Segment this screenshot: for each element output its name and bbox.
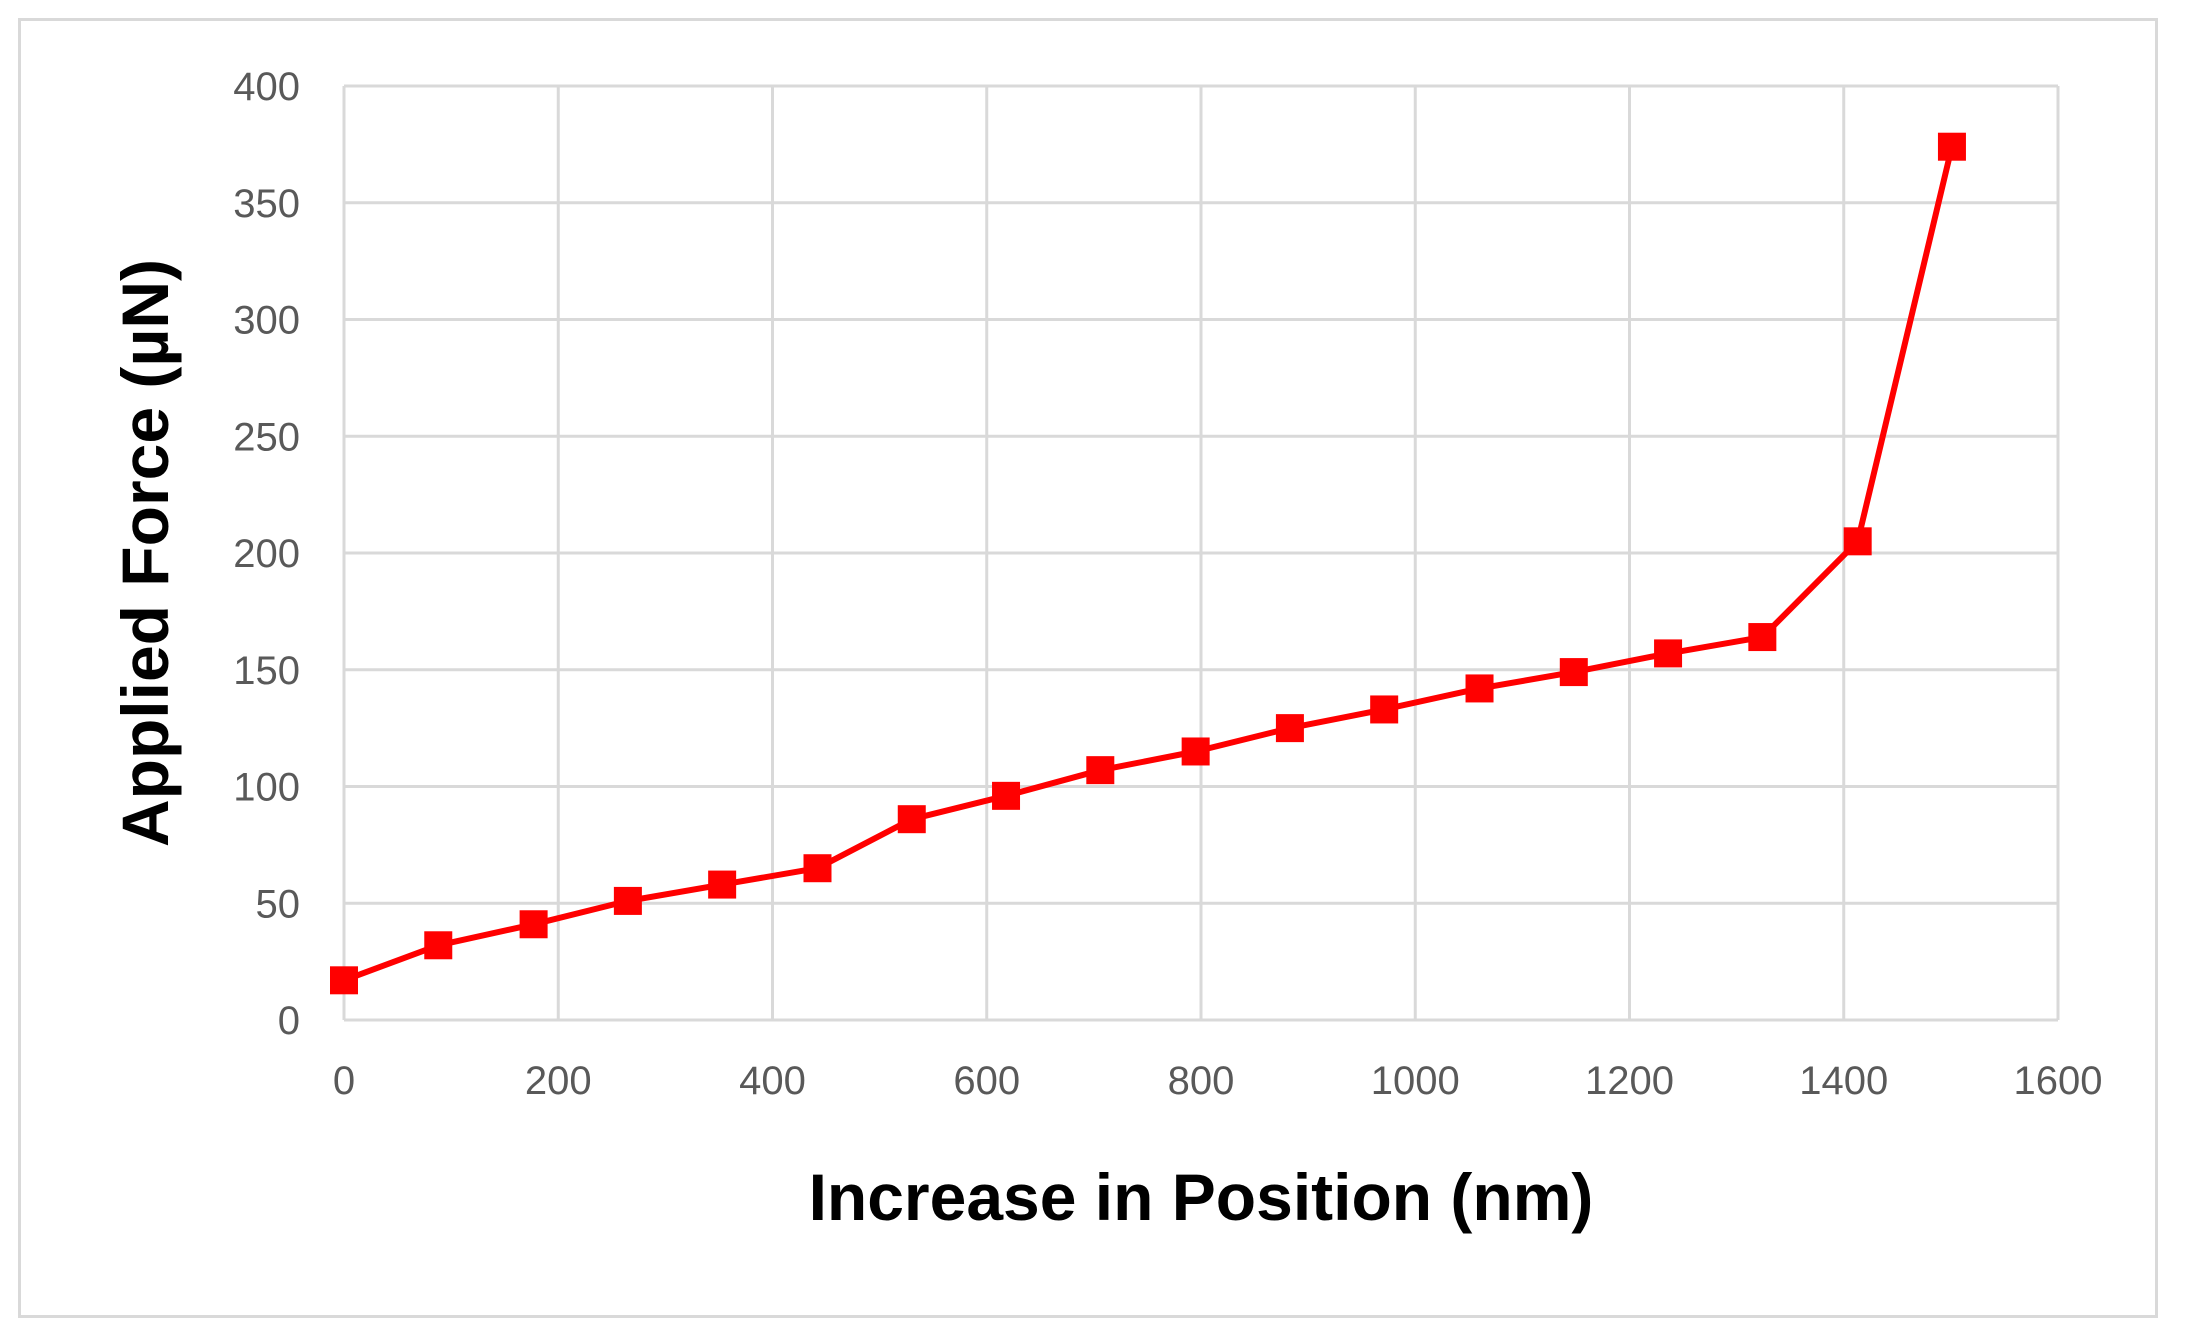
y-tick-label: 250: [233, 415, 300, 459]
y-tick-labels: 0 50 100 150 200 250 300 350 400: [233, 65, 300, 1043]
chart-frame: [18, 18, 2158, 1318]
data-point-marker: [330, 966, 358, 995]
x-tick-label: 600: [953, 1059, 1020, 1103]
x-tick-label: 200: [525, 1059, 592, 1103]
x-tick-label: 1600: [2014, 1059, 2103, 1103]
grid-lines: [342, 84, 2060, 1022]
data-point-marker: [1086, 756, 1115, 785]
y-tick-label: 50: [256, 882, 301, 926]
data-point-marker: [519, 910, 548, 939]
data-point-marker: [1559, 658, 1588, 687]
data-point-marker: [424, 931, 453, 960]
data-point-marker: [1843, 527, 1872, 556]
y-tick-label: 300: [233, 299, 300, 343]
data-point-marker: [1181, 737, 1210, 766]
y-tick-label: 0: [278, 999, 300, 1043]
data-series: [330, 132, 1966, 995]
data-point-marker: [613, 886, 642, 915]
x-axis-title: Increase in Position (nm): [809, 1160, 1594, 1234]
data-point-marker: [1937, 132, 1966, 161]
y-tick-label: 200: [233, 532, 300, 576]
data-point-marker: [1654, 639, 1683, 668]
x-tick-label: 400: [739, 1059, 806, 1103]
data-point-marker: [1370, 695, 1399, 724]
x-tick-label: 0: [333, 1059, 355, 1103]
data-point-marker: [897, 805, 926, 834]
data-point-marker: [803, 854, 832, 883]
x-tick-label: 800: [1168, 1059, 1235, 1103]
series-line: [342, 146, 1955, 984]
data-point-marker: [1275, 714, 1304, 743]
y-tick-label: 350: [233, 182, 300, 226]
data-point-marker: [708, 870, 737, 899]
x-tick-label: 1000: [1371, 1059, 1460, 1103]
y-tick-label: 400: [233, 65, 300, 109]
x-tick-label: 1400: [1799, 1059, 1888, 1103]
y-tick-label: 150: [233, 649, 300, 693]
data-point-marker: [1748, 623, 1777, 652]
data-point-marker: [992, 781, 1021, 810]
y-axis-title: Applied Force (µN): [108, 259, 182, 847]
data-point-marker: [1465, 674, 1494, 703]
y-tick-label: 100: [233, 766, 300, 810]
x-tick-labels: 0 200 400 600 800 1000 1200 1400 1600: [333, 1059, 2103, 1103]
x-tick-label: 1200: [1585, 1059, 1674, 1103]
